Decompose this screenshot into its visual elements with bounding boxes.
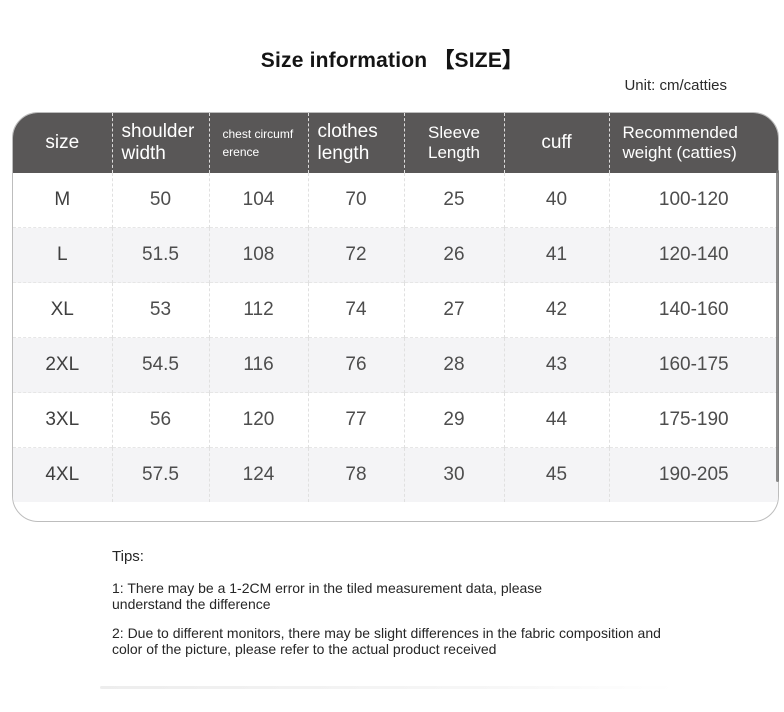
cell-cuff: 41 — [503, 227, 609, 283]
cell-recommended-weight: 140-160 — [608, 282, 778, 338]
cell-recommended-weight: 120-140 — [608, 227, 778, 283]
tips-heading: Tips: — [112, 548, 144, 565]
cell-cuff: 42 — [503, 282, 609, 338]
header-shoulder-width: shoulder width — [111, 113, 209, 173]
cell-shoulder-width: 54.5 — [111, 337, 209, 393]
header-recommended-weight: Recommended weight (catties) — [608, 113, 778, 173]
cell-size: 4XL — [13, 447, 112, 502]
size-table-grid: size shoulder width chest circumference … — [13, 113, 778, 502]
cell-recommended-weight: 190-205 — [608, 447, 778, 502]
cell-sleeve-length: 27 — [403, 282, 504, 338]
cell-recommended-weight: 100-120 — [608, 173, 778, 228]
cell-size: M — [54, 189, 71, 210]
cell-shoulder-width: 56 — [111, 392, 209, 448]
cell-chest-circumference: 112 — [208, 282, 308, 338]
header-chest-circumference: chest circumference — [208, 113, 308, 173]
cell-sleeve-length: 30 — [403, 447, 504, 502]
cell-clothes-length: 78 — [307, 447, 404, 502]
cell-chest-circumference: 104 — [208, 173, 308, 228]
cell-size: 3XL — [13, 392, 112, 448]
table-row-2xl: 2XL 54.5 116 76 28 43 160-175 — [13, 337, 778, 393]
cell-cuff: 43 — [503, 337, 609, 393]
tips-section: Tips: 1: There may be a 1-2CM error in t… — [112, 548, 762, 670]
cell-chest-circumference: 108 — [208, 227, 308, 283]
cell-shoulder-width: 57.5 — [111, 447, 209, 502]
cell-size: 2XL — [13, 337, 112, 393]
cell-clothes-length: 74 — [307, 282, 404, 338]
header-cuff: cuff — [503, 113, 609, 173]
header-cuff-label: cuff — [541, 132, 572, 154]
table-row-xl: XL 53 112 74 27 42 140-160 — [13, 282, 778, 338]
cell-cuff: 44 — [503, 392, 609, 448]
page-title: Size information 【SIZE】 — [260, 49, 524, 72]
cell-clothes-length: 70 — [307, 173, 404, 228]
bottom-divider — [100, 686, 675, 689]
cell-shoulder-width: 51.5 — [111, 227, 209, 283]
table-row-3xl: 3XL 56 120 77 29 44 175-190 — [13, 392, 778, 448]
cell-clothes-length: 77 — [307, 392, 404, 448]
tip-item-1: 1: There may be a 1-2CM error in the til… — [112, 580, 543, 613]
tip-item-2: 2: Due to different monitors, there may … — [112, 625, 661, 658]
header-sleeve-length: Sleeve Length — [403, 113, 504, 173]
cell-sleeve-length: 29 — [403, 392, 504, 448]
cell-clothes-length: 76 — [307, 337, 404, 393]
right-edge-accent-line — [776, 170, 779, 482]
header-sleeve-length-label: Sleeve Length — [428, 123, 480, 162]
cell-cuff: 40 — [503, 173, 609, 228]
header-chest-circumference-label: chest circumference — [222, 127, 294, 159]
cell-shoulder-width: 50 — [111, 173, 209, 228]
table-header-row: size shoulder width chest circumference … — [13, 113, 778, 173]
size-table: size shoulder width chest circumference … — [12, 112, 779, 522]
header-clothes-length: clothes length — [307, 113, 404, 173]
cell-sleeve-length: 28 — [403, 337, 504, 393]
cell-sleeve-length: 26 — [403, 227, 504, 283]
cell-size: XL — [13, 282, 112, 338]
cell-chest-circumference: 124 — [208, 447, 308, 502]
cell-cuff: 45 — [503, 447, 609, 502]
unit-note: Unit: cm/catties — [624, 77, 727, 94]
header-size: size — [13, 113, 112, 173]
table-row-m: M 50 104 70 25 40 100-120 — [13, 173, 778, 228]
header-size-label: size — [45, 132, 80, 154]
cell-recommended-weight: 160-175 — [608, 337, 778, 393]
cell-shoulder-width: 53 — [111, 282, 209, 338]
header-shoulder-width-label: shoulder width — [121, 121, 195, 164]
header-recommended-weight-label: Recommended weight (catties) — [622, 123, 738, 162]
table-row-l: L 51.5 108 72 26 41 120-140 — [13, 227, 778, 283]
table-row-4xl: 4XL 57.5 124 78 30 45 190-205 — [13, 447, 778, 502]
cell-sleeve-length: 25 — [403, 173, 504, 228]
cell-chest-circumference: 116 — [208, 337, 308, 393]
cell-chest-circumference: 120 — [208, 392, 308, 448]
cell-clothes-length: 72 — [307, 227, 404, 283]
header-clothes-length-label: clothes length — [317, 121, 378, 164]
cell-recommended-weight: 175-190 — [608, 392, 778, 448]
cell-size: L — [13, 227, 112, 283]
